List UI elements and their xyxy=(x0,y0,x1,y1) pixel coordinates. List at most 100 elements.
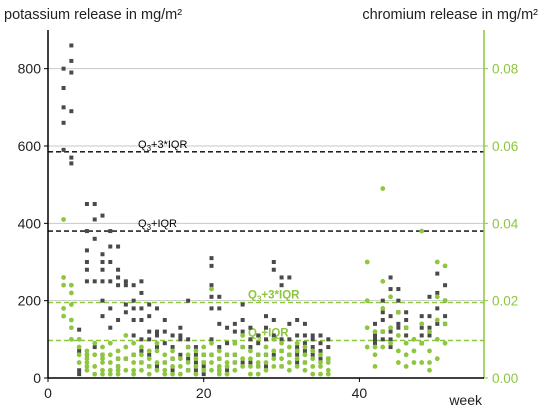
potassium-point xyxy=(396,325,401,330)
left-tick-label: 800 xyxy=(18,61,42,77)
chromium-point xyxy=(411,336,417,342)
chromium-point xyxy=(372,329,378,334)
potassium-point xyxy=(396,321,401,326)
chromium-point xyxy=(146,371,152,377)
chromium-point xyxy=(76,344,82,350)
chromium-point xyxy=(232,340,238,346)
potassium-point xyxy=(69,70,74,75)
chromium-point xyxy=(146,356,152,362)
potassium-point xyxy=(131,333,136,338)
x-tick-label: 0 xyxy=(44,385,52,401)
potassium-point xyxy=(139,337,144,342)
potassium-point xyxy=(419,333,424,338)
potassium-point xyxy=(295,318,300,322)
chromium-point xyxy=(325,356,331,362)
chromium-point xyxy=(310,348,316,354)
chromium-point xyxy=(442,298,448,304)
chromium-point xyxy=(107,352,113,358)
potassium-point xyxy=(201,364,206,369)
chromium-point xyxy=(419,228,425,234)
chromium-point xyxy=(201,367,207,373)
potassium-point xyxy=(209,294,214,299)
potassium-point xyxy=(209,263,214,268)
potassium-point xyxy=(84,202,89,206)
chromium-point xyxy=(107,360,113,365)
chromium-point xyxy=(154,360,160,365)
chromium-point xyxy=(403,340,409,346)
chromium-point xyxy=(255,360,261,365)
potassium-point xyxy=(108,244,113,249)
chromium-point xyxy=(279,348,284,354)
potassium-point xyxy=(318,348,323,353)
potassium-point xyxy=(388,314,393,319)
chromium-point xyxy=(380,306,386,311)
chromium-point xyxy=(170,356,175,362)
right-tick-label: 0.00 xyxy=(492,371,518,386)
potassium-point xyxy=(155,345,159,350)
chromium-point xyxy=(427,329,432,334)
chromium-point xyxy=(61,217,66,222)
potassium-point xyxy=(186,356,191,361)
chromium-point xyxy=(271,336,277,342)
chromium-point xyxy=(193,356,199,362)
chromium-point xyxy=(248,371,253,377)
potassium-point xyxy=(248,325,253,330)
potassium-point xyxy=(162,341,167,346)
potassium-point xyxy=(232,321,237,326)
potassium-point xyxy=(388,329,393,334)
chromium-point xyxy=(61,306,66,311)
potassium-point xyxy=(147,352,152,357)
potassium-point xyxy=(217,345,222,350)
potassium-point xyxy=(373,333,377,338)
chromium-point xyxy=(154,348,160,354)
chromium-point xyxy=(232,367,238,373)
potassium-point xyxy=(123,279,128,284)
potassium-point xyxy=(435,306,440,311)
chromium-point xyxy=(240,333,246,338)
potassium-point xyxy=(155,364,159,369)
potassium-point xyxy=(116,267,121,272)
chromium-point xyxy=(232,352,238,358)
left-tick-label: 200 xyxy=(18,293,42,309)
data-points xyxy=(61,43,448,377)
potassium-point xyxy=(108,279,113,284)
potassium-point xyxy=(100,267,105,272)
x-tick-label: 40 xyxy=(352,385,368,401)
chromium-point xyxy=(185,344,191,350)
chromium-point xyxy=(279,364,284,369)
potassium-point xyxy=(271,318,276,322)
chromium-point xyxy=(279,340,284,346)
chromium-point xyxy=(131,352,137,358)
potassium-point xyxy=(287,321,292,326)
chromium-point xyxy=(224,371,230,377)
chromium-point xyxy=(286,344,292,350)
potassium-point xyxy=(326,345,331,350)
chromium-point xyxy=(427,367,432,373)
potassium-point xyxy=(84,248,89,253)
potassium-point xyxy=(427,314,432,319)
potassium-point xyxy=(419,325,424,330)
chromium-point xyxy=(427,348,432,354)
potassium-point xyxy=(404,318,409,322)
chromium-point xyxy=(100,344,105,350)
chromium-point xyxy=(248,356,253,362)
chromium-point xyxy=(185,360,191,365)
potassium-point xyxy=(373,321,377,326)
potassium-point xyxy=(77,372,82,377)
potassium-point xyxy=(84,279,89,284)
potassium-point xyxy=(310,337,315,342)
potassium-point xyxy=(139,279,144,284)
potassium-point xyxy=(123,310,128,315)
potassium-point xyxy=(84,267,89,272)
chromium-point xyxy=(193,364,199,369)
potassium-point xyxy=(373,341,377,346)
potassium-point xyxy=(116,275,121,280)
potassium-point xyxy=(186,337,191,342)
axes: 0 200 400 600 800 0.00 0.02 0.04 0.06 0.08 0 20 40 we… xyxy=(18,30,519,408)
potassium-point xyxy=(279,283,284,288)
chromium-point xyxy=(154,367,160,373)
potassium-point xyxy=(225,368,230,373)
chromium-point xyxy=(131,340,137,346)
chromium-point xyxy=(139,360,144,365)
